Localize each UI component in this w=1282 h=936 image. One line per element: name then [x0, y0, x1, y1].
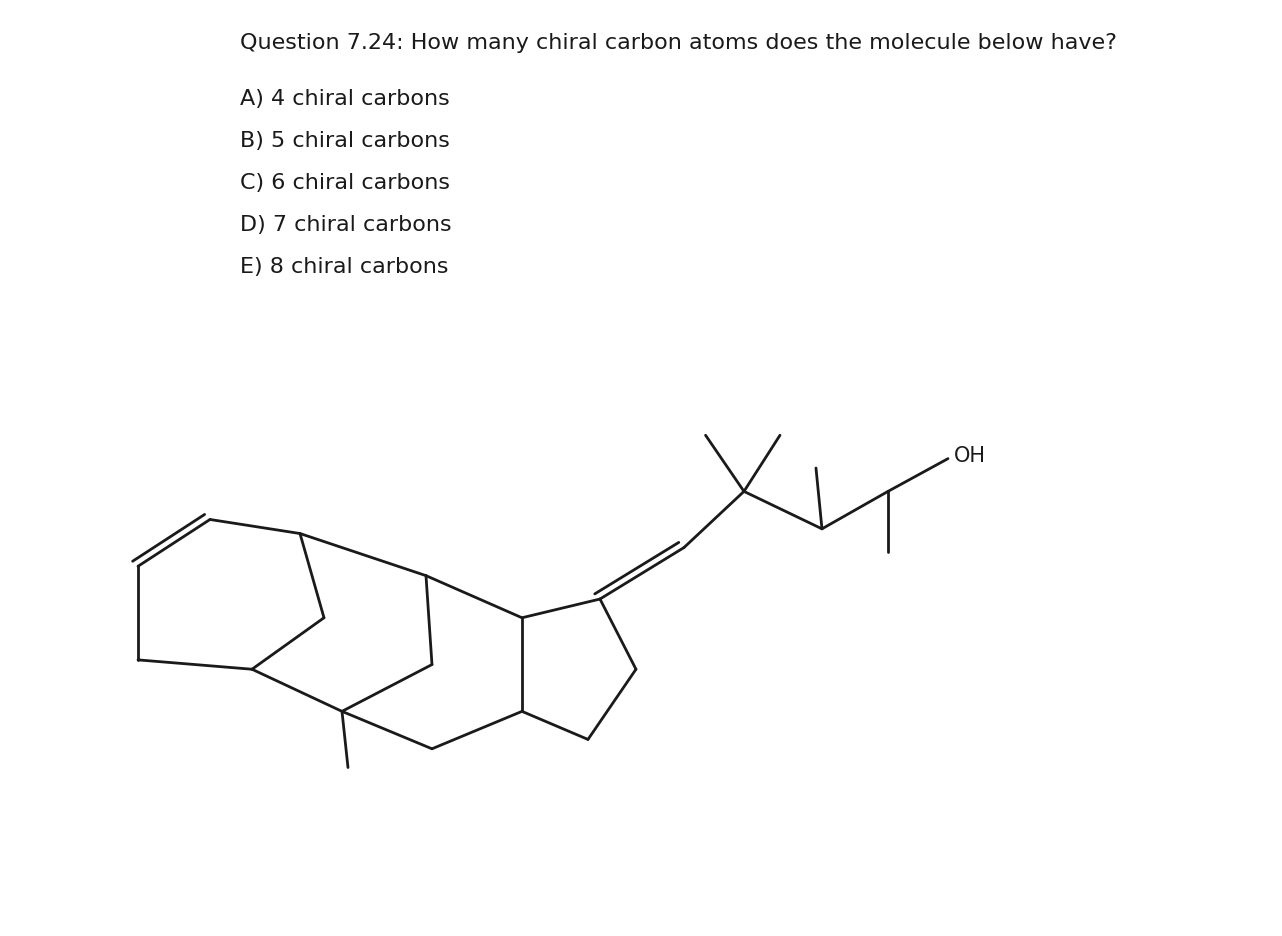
Text: OH: OH	[954, 446, 986, 466]
Text: E) 8 chiral carbons: E) 8 chiral carbons	[240, 257, 449, 277]
Text: D) 7 chiral carbons: D) 7 chiral carbons	[240, 215, 451, 235]
Text: C) 6 chiral carbons: C) 6 chiral carbons	[240, 173, 450, 193]
Text: A) 4 chiral carbons: A) 4 chiral carbons	[240, 89, 450, 109]
Text: B) 5 chiral carbons: B) 5 chiral carbons	[240, 131, 450, 151]
Text: Question 7.24: How many chiral carbon atoms does the molecule below have?: Question 7.24: How many chiral carbon at…	[240, 33, 1117, 52]
